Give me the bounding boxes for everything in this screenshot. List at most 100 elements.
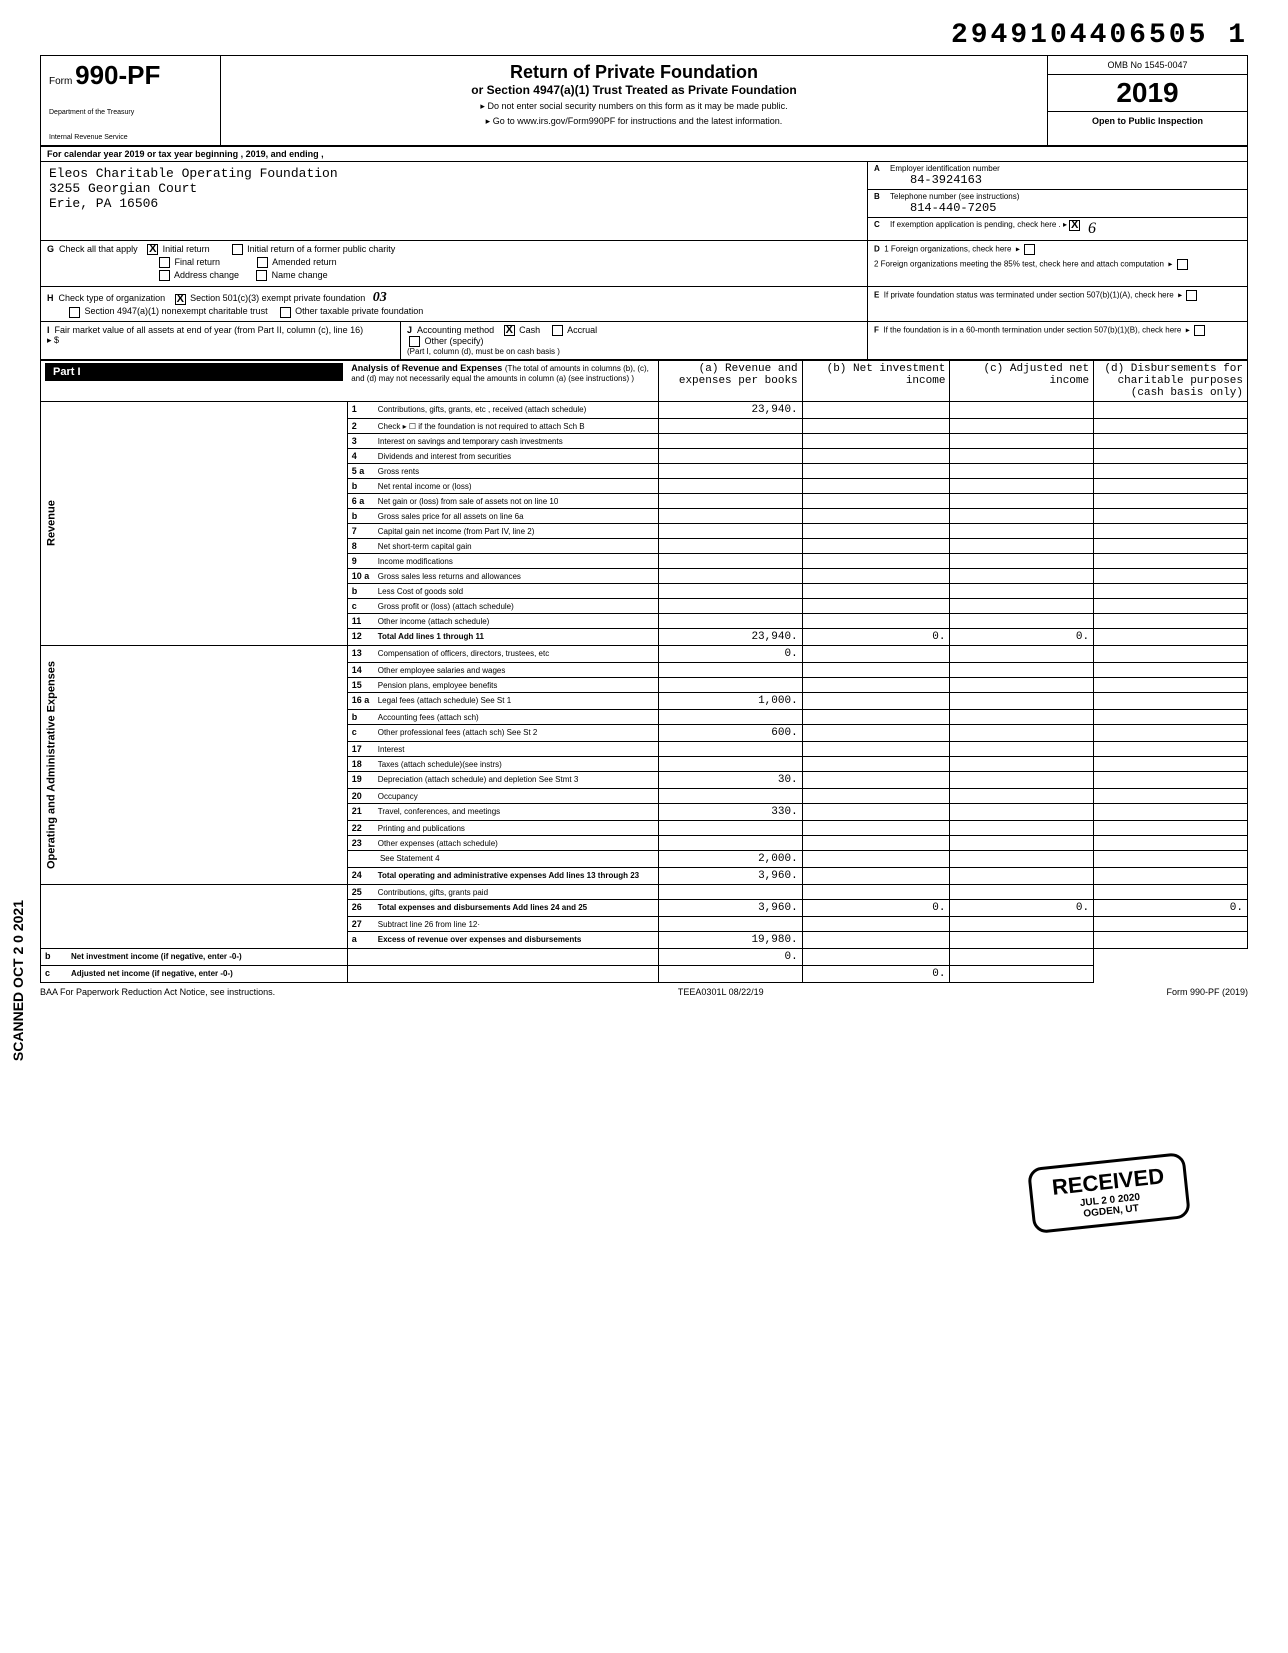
form-no-big: 990-PF	[75, 60, 160, 90]
row-val-b	[802, 771, 950, 788]
org-addr2: Erie, PA 16506	[49, 196, 859, 211]
j-cash-checkbox[interactable]	[504, 325, 515, 336]
row-val-c	[950, 568, 1094, 583]
row-val-a	[658, 583, 802, 598]
row-val-a	[658, 788, 802, 803]
row-val-a	[658, 433, 802, 448]
j-other-checkbox[interactable]	[409, 336, 420, 347]
box-c-handwritten: 6	[1088, 220, 1096, 238]
row-val-a	[658, 613, 802, 628]
row-val-d	[1094, 645, 1248, 662]
footer-left: BAA For Paperwork Reduction Act Notice, …	[40, 987, 275, 997]
row-desc: 10 aGross sales less returns and allowan…	[347, 568, 658, 583]
row-desc: 11Other income (attach schedule)	[347, 613, 658, 628]
h-other-checkbox[interactable]	[280, 307, 291, 318]
g-label: Check all that apply	[59, 244, 138, 254]
box-i: I Fair market value of all assets at end…	[41, 322, 401, 359]
row-val-c	[950, 598, 1094, 613]
row-desc: bAccounting fees (attach sch)	[347, 709, 658, 724]
part1-title-cell: Analysis of Revenue and Expenses (The to…	[347, 360, 658, 401]
box-f-checkbox[interactable]	[1194, 325, 1205, 336]
box-d1-label: 1 Foreign organizations, check here	[884, 245, 1011, 254]
row-val-b	[802, 538, 950, 553]
g-name: Name change	[272, 270, 328, 280]
row-val-c	[950, 788, 1094, 803]
g-name-checkbox[interactable]	[256, 270, 267, 281]
h-other: Other taxable private foundation	[295, 306, 423, 316]
row-val-d	[1094, 820, 1248, 835]
row-val-d	[1094, 741, 1248, 756]
top-filing-number: 2949104406505 1	[40, 20, 1248, 51]
page-footer: BAA For Paperwork Reduction Act Notice, …	[40, 987, 1248, 997]
row-desc: 26Total expenses and disbursements Add l…	[347, 899, 658, 916]
col-d-header: (d) Disbursements for charitable purpose…	[1094, 360, 1248, 401]
row-val-a	[658, 820, 802, 835]
row-val-d	[950, 965, 1094, 982]
row-val-a: 30.	[658, 771, 802, 788]
table-row: 25Contributions, gifts, grants paid	[41, 884, 1248, 899]
row-val-a	[658, 756, 802, 771]
row-val-a	[658, 709, 802, 724]
omb-number: OMB No 1545-0047	[1048, 56, 1247, 75]
j-accrual: Accrual	[567, 325, 597, 335]
row-val-b	[802, 613, 950, 628]
box-f: F If the foundation is in a 60-month ter…	[867, 322, 1247, 359]
g-addr-checkbox[interactable]	[159, 270, 170, 281]
box-a-label: Employer identification number	[890, 164, 1000, 173]
row-desc: 5 aGross rents	[347, 463, 658, 478]
row-desc: 27Subtract line 26 from line 12·	[347, 916, 658, 931]
box-c-checkbox[interactable]	[1069, 220, 1080, 231]
g-final-checkbox[interactable]	[159, 257, 170, 268]
row-val-c: 0.	[950, 899, 1094, 916]
part1-label-cell: Part I	[41, 360, 348, 401]
row-val-b	[802, 598, 950, 613]
section-h: H Check type of organization Section 501…	[40, 287, 1248, 321]
h-label: Check type of organization	[59, 293, 166, 303]
row-val-a	[658, 568, 802, 583]
row-val-b	[802, 583, 950, 598]
table-row: cAdjusted net income (if negative, enter…	[41, 965, 1248, 982]
row-val-a	[658, 538, 802, 553]
row-desc: 23Other expenses (attach schedule)	[347, 835, 658, 850]
row-val-c	[950, 478, 1094, 493]
row-val-b	[802, 433, 950, 448]
box-c: C If exemption application is pending, c…	[868, 218, 1247, 240]
g-initial-former-checkbox[interactable]	[232, 244, 243, 255]
box-e-checkbox[interactable]	[1186, 290, 1197, 301]
row-desc: 25Contributions, gifts, grants paid	[347, 884, 658, 899]
h-left: H Check type of organization Section 501…	[41, 287, 867, 320]
g-amended-checkbox[interactable]	[257, 257, 268, 268]
row-val-c	[950, 401, 1094, 418]
row-val-c	[950, 741, 1094, 756]
row-val-b	[802, 835, 950, 850]
box-d1-checkbox[interactable]	[1024, 244, 1035, 255]
row-desc: 19Depreciation (attach schedule) and dep…	[347, 771, 658, 788]
row-val-b: 0.	[802, 628, 950, 645]
row-val-b	[802, 401, 950, 418]
box-b: B Telephone number (see instructions) 81…	[868, 190, 1247, 218]
row-val-c	[950, 756, 1094, 771]
row-val-d	[1094, 788, 1248, 803]
box-e: E If private foundation status was termi…	[867, 287, 1247, 320]
row-val-d	[1094, 583, 1248, 598]
row-val-c	[950, 835, 1094, 850]
row-val-c	[950, 867, 1094, 884]
row-desc: 7Capital gain net income (from Part IV, …	[347, 523, 658, 538]
g-initial-checkbox[interactable]	[147, 244, 158, 255]
h-4947-checkbox[interactable]	[69, 307, 80, 318]
row-val-c: 0.	[950, 628, 1094, 645]
received-stamp: RECEIVED JUL 2 0 2020 OGDEN, UT	[1027, 1152, 1192, 1234]
h-501c3-checkbox[interactable]	[175, 294, 186, 305]
row-val-a	[658, 523, 802, 538]
row-val-a	[658, 508, 802, 523]
row-val-c	[950, 677, 1094, 692]
row-val-b	[802, 709, 950, 724]
org-addr1: 3255 Georgian Court	[49, 181, 859, 196]
row-val-d	[1094, 835, 1248, 850]
j-accrual-checkbox[interactable]	[552, 325, 563, 336]
row-val-c	[950, 523, 1094, 538]
row-val-d	[1094, 463, 1248, 478]
row-desc: aExcess of revenue over expenses and dis…	[347, 931, 658, 948]
box-j: J Accounting method Cash Accrual Other (…	[401, 322, 867, 359]
box-d2-checkbox[interactable]	[1177, 259, 1188, 270]
